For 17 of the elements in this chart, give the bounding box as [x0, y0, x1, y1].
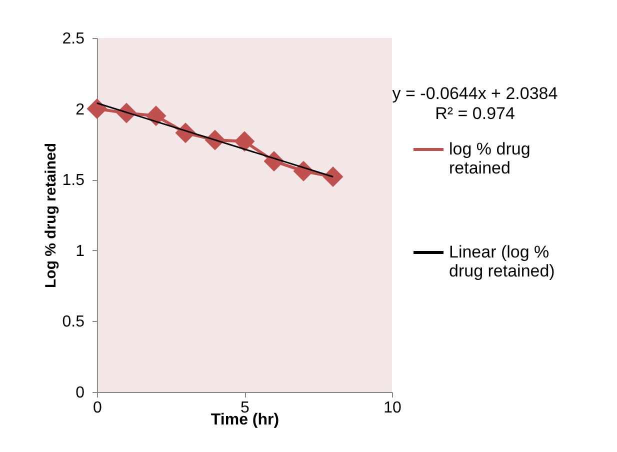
point [86, 98, 108, 120]
x-tick-label: 0 [93, 400, 102, 416]
y-tick-label: 0.5 [62, 314, 85, 331]
annotation: y = -0.0644x + 2.0384 [392, 84, 558, 103]
y-tick-label: 2 [76, 101, 85, 118]
y-tick-label: 0 [76, 384, 85, 402]
y-tick-label: 2.5 [62, 30, 85, 48]
y-axis-title: Log % drug retained [42, 142, 60, 288]
y-tick-label: 1.5 [62, 172, 85, 190]
legend-label: Linear (log % drug retained) [449, 242, 555, 280]
point [234, 131, 255, 152]
point [146, 106, 166, 126]
text: R² = 0.974 [435, 104, 515, 123]
legend-label: log % drug retained [449, 140, 530, 178]
point [322, 166, 344, 188]
x-tick-label: 10 [384, 400, 402, 416]
y-tick-label: 1 [76, 242, 85, 260]
